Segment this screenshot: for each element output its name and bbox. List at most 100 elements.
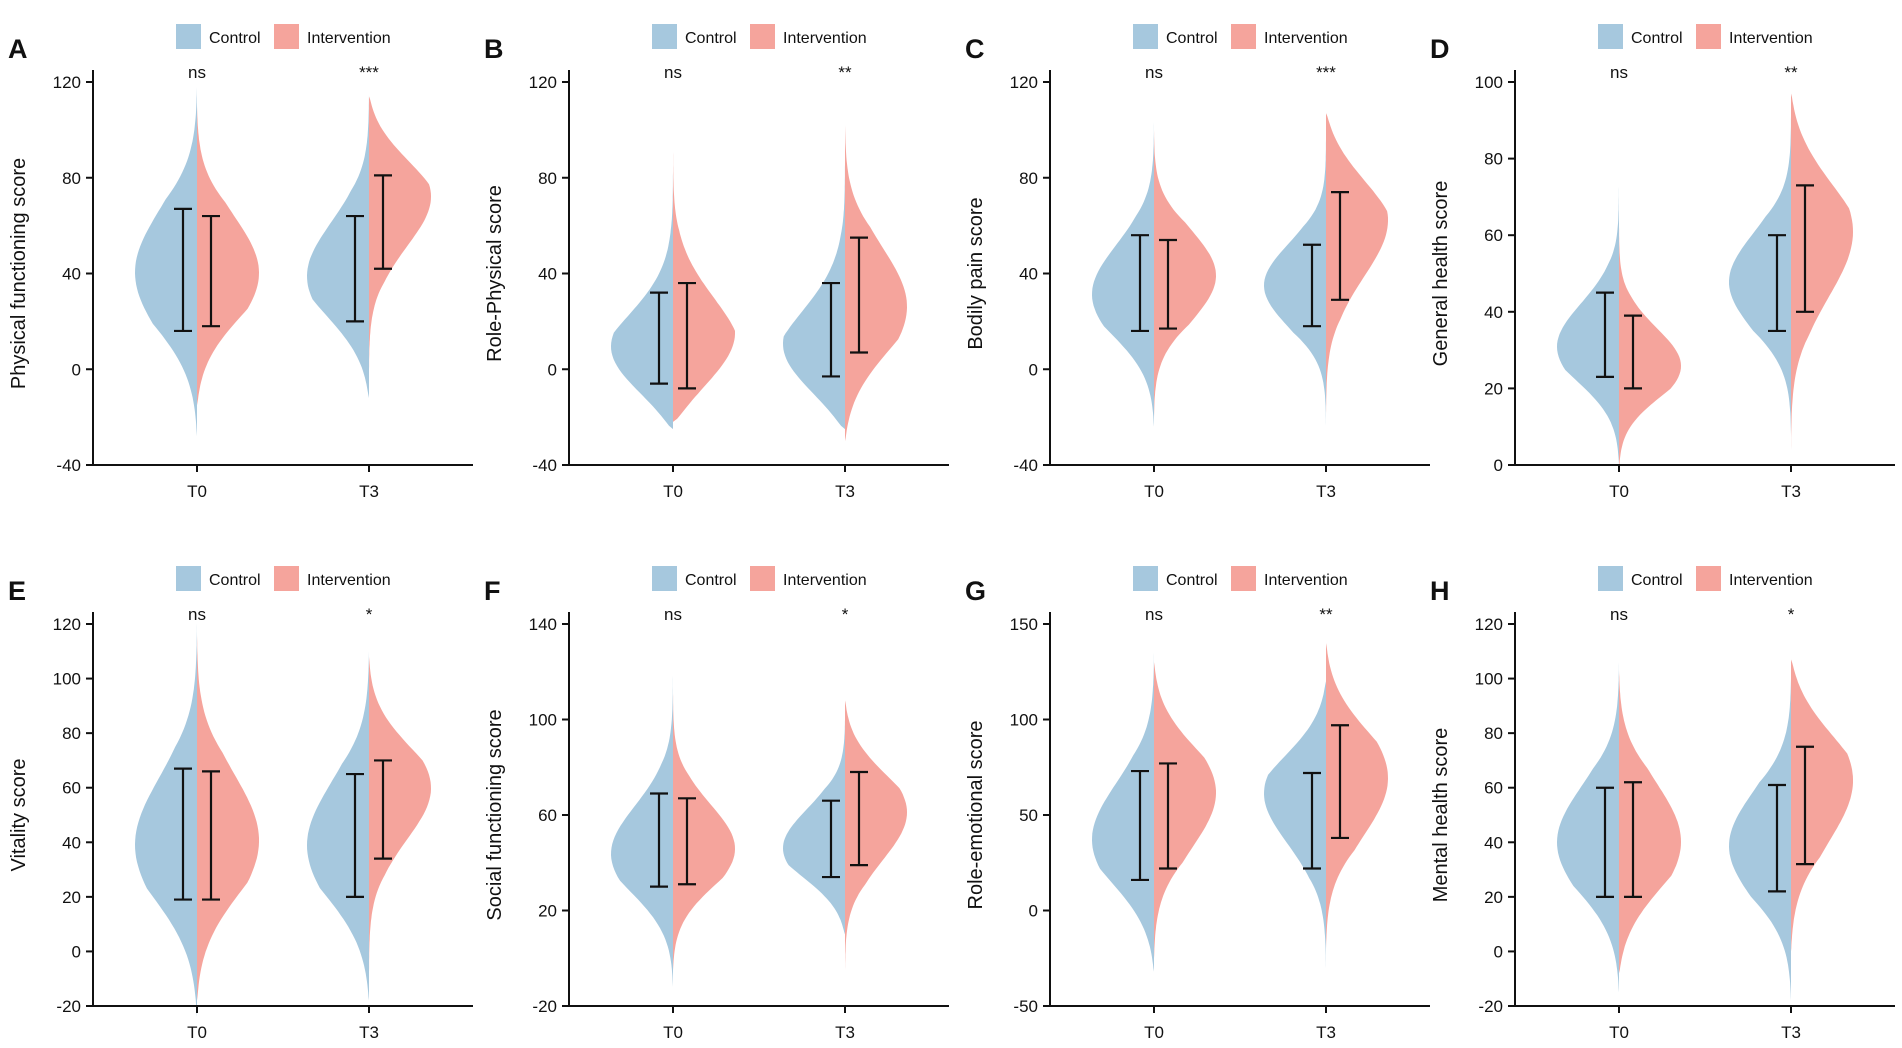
errorbar-control-t3 (822, 281, 840, 378)
panel-letter: H (1430, 576, 1450, 606)
legend-label-intervention: Intervention (783, 30, 867, 47)
y-tick-label: 100 (1475, 670, 1503, 689)
y-tick-label: 80 (62, 169, 81, 188)
x-tick-label-t3: T3 (1316, 482, 1336, 501)
y-tick-label: 120 (53, 73, 81, 92)
y-tick-label: 0 (1029, 902, 1038, 921)
significance-t0: ns (1610, 605, 1628, 624)
legend-swatch-control (1598, 566, 1623, 591)
panel-G: G Control Intervention ns T0 ** T3 -50 0 50 100 150… (965, 566, 1430, 1042)
legend-swatch-control (1598, 24, 1623, 49)
legend-swatch-control (176, 24, 201, 49)
errorbar-control-t0 (1596, 786, 1614, 898)
y-tick-label: 100 (1010, 711, 1038, 730)
legend-swatch-control (1133, 24, 1158, 49)
legend-label-control: Control (1166, 30, 1218, 47)
x-tick-label-t0: T0 (187, 1023, 207, 1042)
panel-letter: G (965, 576, 986, 606)
violin-intervention-t3 (1791, 93, 1853, 450)
violin-control-t3 (1729, 678, 1791, 1001)
y-tick-label: 0 (72, 360, 81, 379)
significance-t3: * (842, 605, 849, 624)
violin-control-t0 (135, 86, 197, 437)
y-axis-title: General health score (1430, 181, 1452, 367)
significance-t3: *** (359, 63, 379, 82)
violin-intervention-t3 (369, 656, 431, 979)
y-tick-label: 40 (1484, 833, 1503, 852)
legend-label-control: Control (685, 572, 737, 589)
legend-label-intervention: Intervention (1729, 30, 1813, 47)
errorbar-intervention-t0 (1624, 314, 1642, 390)
significance-t3: *** (1316, 63, 1336, 82)
violin-control-t0 (1092, 115, 1154, 427)
y-tick-label: 120 (53, 615, 81, 634)
errorbar-intervention-t3 (374, 174, 392, 270)
errorbar-intervention-t3 (1796, 745, 1814, 866)
legend-swatch-intervention (750, 24, 775, 49)
errorbar-control-t0 (174, 207, 192, 333)
errorbar-control-t3 (1768, 234, 1786, 333)
legend-label-intervention: Intervention (1729, 572, 1813, 589)
errorbar-control-t0 (1596, 291, 1614, 379)
violin-intervention-t0 (1154, 129, 1216, 418)
legend-label-control: Control (1631, 30, 1683, 47)
y-tick-label: 40 (538, 265, 557, 284)
x-tick-label-t3: T3 (359, 482, 379, 501)
x-tick-label-t0: T0 (1144, 1023, 1164, 1042)
violin-intervention-t3 (1326, 113, 1388, 418)
legend-label-control: Control (1166, 572, 1218, 589)
significance-t0: ns (1610, 63, 1628, 82)
errorbar-intervention-t3 (374, 759, 392, 860)
x-tick-label-t3: T3 (359, 1023, 379, 1042)
y-tick-label: 60 (62, 779, 81, 798)
y-tick-label: 100 (53, 670, 81, 689)
significance-t3: * (1788, 605, 1795, 624)
legend-label-intervention: Intervention (783, 572, 867, 589)
panel-letter: F (484, 576, 501, 606)
errorbar-control-t3 (1768, 783, 1786, 893)
significance-t0: ns (188, 63, 206, 82)
legend-swatch-intervention (274, 566, 299, 591)
errorbar-intervention-t0 (1159, 762, 1177, 870)
errorbar-intervention-t0 (678, 797, 696, 886)
violin-intervention-t0 (197, 105, 259, 406)
errorbar-intervention-t0 (678, 281, 696, 390)
errorbar-intervention-t0 (1624, 781, 1642, 898)
legend-swatch-control (652, 566, 677, 591)
legend-label-control: Control (1631, 572, 1683, 589)
violin-control-t0 (1557, 170, 1619, 465)
panel-A: A Control Intervention ns T0 *** T3 -40 0 40 80 120… (8, 24, 473, 501)
y-tick-label: 60 (538, 806, 557, 825)
y-tick-label: 150 (1010, 615, 1038, 634)
violin-control-t0 (135, 618, 197, 1017)
legend-swatch-control (1133, 566, 1158, 591)
y-tick-label: 120 (529, 73, 557, 92)
y-axis-title: Mental health score (1430, 728, 1452, 903)
y-tick-label: 60 (1484, 779, 1503, 798)
errorbar-intervention-t3 (1796, 184, 1814, 313)
y-tick-label: 120 (1010, 73, 1038, 92)
legend-swatch-intervention (1231, 24, 1256, 49)
significance-t0: ns (188, 605, 206, 624)
y-axis-title: Vitality score (8, 758, 30, 871)
violin-intervention-t0 (673, 683, 735, 971)
y-axis-title: Role-emotional score (965, 721, 987, 910)
violin-control-t3 (783, 719, 845, 935)
panel-H: H Control Intervention ns T0 * T3 -20 0 20 40 60 80 1… (1430, 566, 1895, 1042)
legend-label-intervention: Intervention (1264, 572, 1348, 589)
y-tick-label: -20 (1478, 997, 1503, 1016)
x-tick-label-t0: T0 (663, 482, 683, 501)
errorbar-control-t3 (1303, 243, 1321, 328)
panel-letter: A (8, 34, 28, 64)
x-tick-label-t0: T0 (1609, 482, 1629, 501)
y-tick-label: 20 (1484, 379, 1503, 398)
violin-control-t3 (1264, 681, 1326, 972)
legend-swatch-intervention (1696, 24, 1721, 49)
legend-swatch-intervention (750, 566, 775, 591)
errorbar-intervention-t3 (1331, 191, 1349, 301)
legend-label-control: Control (685, 30, 737, 47)
significance-t0: ns (664, 63, 682, 82)
y-tick-label: 0 (1494, 456, 1503, 475)
errorbar-intervention-t0 (202, 214, 220, 328)
y-tick-label: -20 (56, 997, 81, 1016)
